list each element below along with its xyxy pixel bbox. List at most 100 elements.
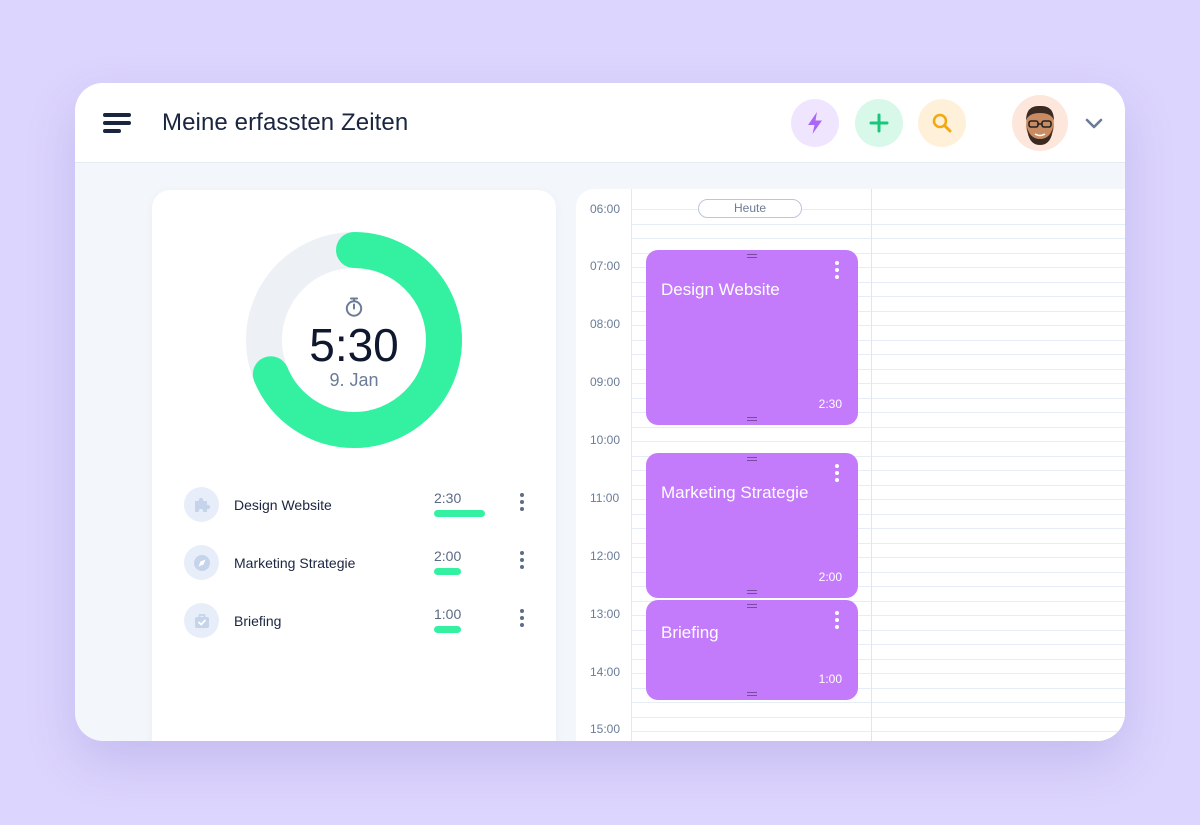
hour-label: 07:00 xyxy=(590,259,621,273)
grid-line xyxy=(632,253,1125,254)
task-icon-container xyxy=(184,545,219,580)
today-button[interactable]: Heute xyxy=(698,199,802,218)
bolt-icon xyxy=(808,112,822,134)
grid-line xyxy=(632,601,1125,602)
grid-line xyxy=(632,717,1125,718)
resize-handle-top[interactable] xyxy=(747,604,757,608)
grid-line xyxy=(632,340,1125,341)
task-options-icon[interactable] xyxy=(514,607,530,629)
grid-line xyxy=(632,572,1125,573)
stopwatch-icon xyxy=(345,297,363,317)
event-options-icon[interactable] xyxy=(833,464,841,482)
grid-line xyxy=(632,630,1125,631)
menu-icon[interactable] xyxy=(103,113,131,133)
hour-label: 09:00 xyxy=(590,375,621,389)
header-bar: Meine erfassten Zeiten xyxy=(75,83,1125,163)
calendar-event[interactable]: Marketing Strategie 2:00 xyxy=(646,453,858,598)
grid-line xyxy=(632,586,1125,587)
grid-line xyxy=(632,731,1125,732)
resize-handle-top[interactable] xyxy=(747,457,757,461)
task-options-icon[interactable] xyxy=(514,549,530,571)
task-icon-container xyxy=(184,487,219,522)
calendar-event[interactable]: Briefing 1:00 xyxy=(646,600,858,700)
grid-line xyxy=(632,282,1125,283)
hour-label: 15:00 xyxy=(590,722,621,736)
event-title: Briefing xyxy=(661,623,719,642)
event-options-icon[interactable] xyxy=(833,611,841,629)
compass-icon xyxy=(193,554,210,571)
task-row[interactable]: Marketing Strategie 2:00 xyxy=(184,543,534,583)
user-avatar[interactable] xyxy=(1012,95,1068,151)
event-title: Marketing Strategie xyxy=(661,483,809,502)
grid-line xyxy=(632,615,1125,616)
grid-line xyxy=(632,296,1125,297)
hour-column: 06:00 07:00 08:00 09:00 10:00 11:00 12:0… xyxy=(576,189,632,741)
hour-label: 12:00 xyxy=(590,549,621,563)
task-time: 2:30 xyxy=(434,490,462,506)
grid-line xyxy=(632,644,1125,645)
grid-line xyxy=(632,238,1125,239)
grid-line xyxy=(632,688,1125,689)
day-column-divider xyxy=(871,189,872,741)
hour-label: 13:00 xyxy=(590,607,621,621)
grid-line xyxy=(632,311,1125,312)
grid-line xyxy=(632,427,1125,428)
calendar-event[interactable]: Design Website 2:30 xyxy=(646,250,858,425)
grid-line xyxy=(632,412,1125,413)
grid-line xyxy=(632,224,1125,225)
task-row[interactable]: Design Website 2:30 xyxy=(184,485,534,525)
task-time: 1:00 xyxy=(434,606,462,622)
grid-line xyxy=(632,702,1125,703)
progress-ring-center: 5:30 9. Jan xyxy=(244,230,464,450)
grid-line xyxy=(632,267,1125,268)
avatar-image xyxy=(1026,105,1054,145)
event-duration: 2:30 xyxy=(818,397,842,411)
grid-line xyxy=(632,398,1125,399)
task-name: Briefing xyxy=(234,613,282,629)
task-icon-container xyxy=(184,603,219,638)
event-duration: 2:00 xyxy=(818,570,842,584)
task-time: 2:00 xyxy=(434,548,462,564)
task-options-icon[interactable] xyxy=(514,491,530,513)
resize-handle-bottom[interactable] xyxy=(747,417,757,421)
quick-action-button[interactable] xyxy=(791,99,839,147)
hour-label: 10:00 xyxy=(590,433,621,447)
grid-line xyxy=(632,325,1125,326)
resize-handle-bottom[interactable] xyxy=(747,590,757,594)
chevron-down-icon[interactable] xyxy=(1084,115,1104,131)
task-progress-bar xyxy=(434,510,485,517)
day-calendar[interactable]: 06:00 07:00 08:00 09:00 10:00 11:00 12:0… xyxy=(576,189,1125,741)
search-icon xyxy=(932,113,952,133)
grid-line xyxy=(632,485,1125,486)
grid-line xyxy=(632,557,1125,558)
grid-line xyxy=(632,470,1125,471)
task-name: Marketing Strategie xyxy=(234,555,356,571)
grid-line xyxy=(632,528,1125,529)
event-title: Design Website xyxy=(661,280,780,299)
hour-label: 08:00 xyxy=(590,317,621,331)
event-duration: 1:00 xyxy=(818,672,842,686)
grid-line xyxy=(632,514,1125,515)
app-window: Meine erfassten Zeiten xyxy=(75,83,1125,741)
add-entry-button[interactable] xyxy=(855,99,903,147)
search-button[interactable] xyxy=(918,99,966,147)
hour-label: 11:00 xyxy=(590,491,620,505)
grid-line xyxy=(632,383,1125,384)
daily-summary-card: 5:30 9. Jan Design Website 2:30 Marketin… xyxy=(152,190,556,741)
resize-handle-top[interactable] xyxy=(747,254,757,258)
total-time: 5:30 xyxy=(309,318,399,371)
plus-icon xyxy=(869,113,889,133)
grid-line xyxy=(632,369,1125,370)
resize-handle-bottom[interactable] xyxy=(747,692,757,696)
grid-line xyxy=(632,354,1125,355)
event-options-icon[interactable] xyxy=(833,261,841,279)
grid-line xyxy=(632,499,1125,500)
hour-label: 14:00 xyxy=(590,665,621,679)
grid-line xyxy=(632,659,1125,660)
grid-line xyxy=(632,441,1125,442)
page-title: Meine erfassten Zeiten xyxy=(162,109,409,136)
hour-label: 06:00 xyxy=(590,202,621,216)
summary-date: 9. Jan xyxy=(329,369,379,390)
task-row[interactable]: Briefing 1:00 xyxy=(184,601,534,641)
grid-line xyxy=(632,543,1125,544)
